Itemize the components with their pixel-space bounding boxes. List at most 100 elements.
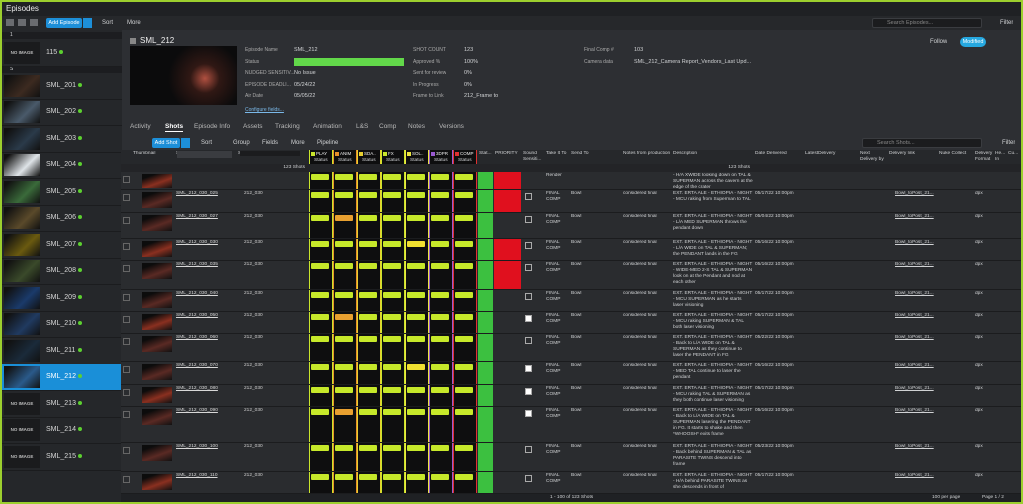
delivery-link[interactable]: Bowl_toPost_21... [895,363,934,368]
search-episodes[interactable]: Search Episodes... [872,18,982,28]
step-status-chip[interactable] [407,215,425,221]
shot-code[interactable]: SML_212_030_070 [176,363,218,368]
sound-checkbox[interactable] [525,337,532,344]
step-status-chip[interactable] [359,445,377,451]
shot-code[interactable]: SML_212_030_090 [176,408,218,413]
step-status-chip[interactable] [335,445,353,451]
step-status-chip[interactable] [431,174,449,180]
step-status-chip[interactable] [455,409,473,415]
step-status-chip[interactable] [335,174,353,180]
configure-fields-link[interactable]: Configure fields... [245,107,284,113]
column-header[interactable]: LatestDelivery [805,151,836,156]
step-status-chip[interactable] [335,192,353,198]
step-status-chip[interactable] [359,263,377,269]
episode-row[interactable]: NO IMAGE SML_215 [2,444,122,471]
column-header[interactable]: Delivery Format [975,151,993,162]
step-status-chip[interactable] [311,192,329,198]
step-status-chip[interactable] [407,263,425,269]
filter-button[interactable]: Filter [1002,140,1016,146]
delivery-link[interactable]: Bowl_toPost_21... [895,262,934,267]
shot-code[interactable]: SML_212_030_035 [176,262,218,267]
step-status-chip[interactable] [431,292,449,298]
step-status-chip[interactable] [311,292,329,298]
column-header[interactable]: Nuke Collect [939,151,967,156]
step-status-chip[interactable] [335,215,353,221]
step-status-chip[interactable] [431,364,449,370]
step-status-chip[interactable] [311,314,329,320]
delivery-link[interactable]: Bowl_toPost_21... [895,444,934,449]
step-status-chip[interactable] [431,241,449,247]
step-status-chip[interactable] [431,215,449,221]
step-status-chip[interactable] [311,336,329,342]
delivery-link[interactable]: Bowl_toPost_21... [895,291,934,296]
episode-row[interactable]: SML_201 [2,73,122,100]
per-page[interactable]: 100 per page [932,495,961,500]
column-header[interactable]: Cu... [1008,151,1019,156]
step-status-chip[interactable] [383,364,401,370]
step-status-chip[interactable] [407,445,425,451]
tab[interactable]: L&S [356,123,369,130]
step-status-chip[interactable] [311,387,329,393]
delivery-link[interactable]: Bowl_toPost_21... [895,473,934,478]
column-header[interactable]: Delivery link [889,151,915,156]
step-status-chip[interactable] [407,364,425,370]
sound-checkbox[interactable] [525,293,532,300]
step-status-chip[interactable] [359,474,377,480]
more-button[interactable]: More [127,20,141,26]
more-button[interactable]: More [291,140,305,146]
step-status-chip[interactable] [359,241,377,247]
step-status-chip[interactable] [335,336,353,342]
tab[interactable]: Episode Info [194,123,231,130]
filter-button[interactable]: Filter [1000,20,1014,26]
episode-row[interactable]: SML_204 [2,152,122,179]
step-status-chip[interactable] [455,263,473,269]
step-name[interactable]: FX [388,151,394,156]
step-status-chip[interactable] [455,474,473,480]
sound-checkbox[interactable] [525,264,532,271]
step-status-chip[interactable] [359,174,377,180]
row-checkbox[interactable] [123,411,130,418]
sound-checkbox[interactable] [525,315,532,322]
step-status-label[interactable]: Status [386,158,400,163]
delivery-link[interactable]: Bowl_toPost_21... [895,335,934,340]
delivery-link[interactable]: Bowl_toPost_21... [895,313,934,318]
step-status-chip[interactable] [359,364,377,370]
shot-code[interactable]: SML_212_030_027 [176,214,218,219]
row-checkbox[interactable] [123,389,130,396]
search-shots[interactable]: Search Shots... [862,138,982,148]
step-status-chip[interactable] [359,215,377,221]
step-status-chip[interactable] [407,336,425,342]
step-status-chip[interactable] [455,174,473,180]
delivery-link[interactable]: Bowl_toPost_21... [895,191,934,196]
step-name[interactable]: SOL.. [412,151,424,156]
episode-row[interactable]: NO IMAGE 115 [2,40,122,67]
row-checkbox[interactable] [123,243,130,250]
tab[interactable]: Assets [243,123,263,130]
shot-code[interactable]: SML_212_030_110 [176,473,218,478]
episode-row[interactable]: SML_208 [2,258,122,285]
step-status-chip[interactable] [311,263,329,269]
step-status-chip[interactable] [455,445,473,451]
step-status-chip[interactable] [383,241,401,247]
episode-row[interactable]: SML_211 [2,338,122,365]
step-status-chip[interactable] [455,387,473,393]
column-header[interactable]: He... In [995,151,1006,162]
step-status-chip[interactable] [335,409,353,415]
column-header[interactable]: Next Delivery by [860,151,884,162]
shot-code[interactable]: SML_212_030_040 [176,291,218,296]
step-status-chip[interactable] [359,336,377,342]
tab[interactable]: Activity [130,123,151,130]
step-status-chip[interactable] [431,192,449,198]
episode-row[interactable]: SML_207 [2,232,122,259]
tab[interactable]: Notes [408,123,425,130]
shot-code[interactable]: SML_212_030_100 [176,444,218,449]
step-name[interactable]: COMP [460,151,474,156]
step-status-chip[interactable] [311,445,329,451]
step-status-chip[interactable] [335,364,353,370]
delivery-link[interactable]: Bowl_toPost_21... [895,408,934,413]
episode-row[interactable]: SML_210 [2,311,122,338]
column-header[interactable]: Stat... [479,151,492,156]
step-status-chip[interactable] [407,292,425,298]
step-status-chip[interactable] [383,192,401,198]
sound-checkbox[interactable] [525,410,532,417]
